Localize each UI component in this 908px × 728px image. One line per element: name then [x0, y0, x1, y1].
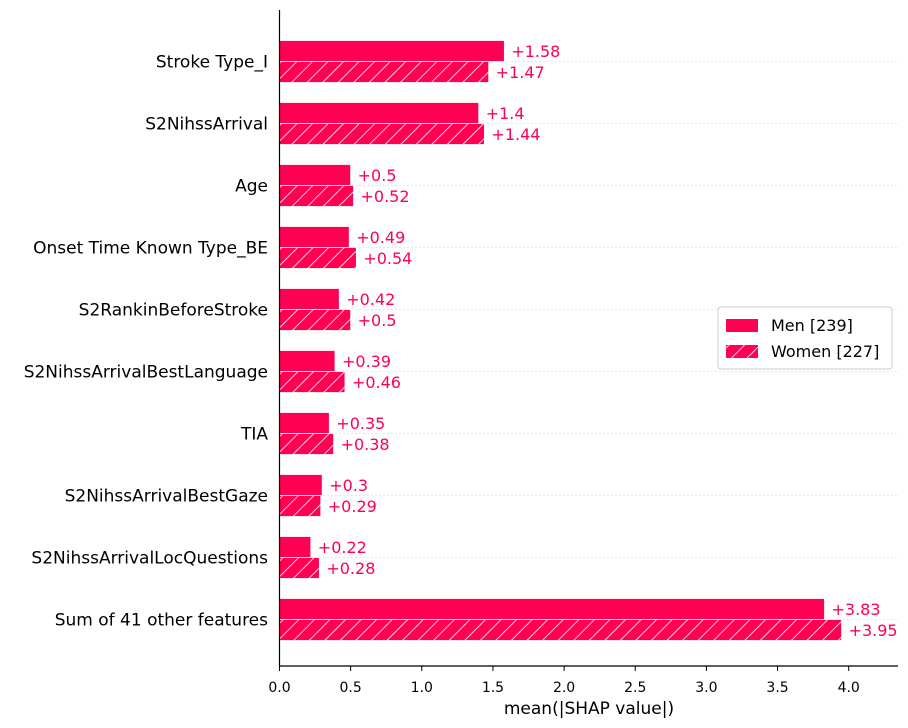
x-tick-label: 4.0 [838, 680, 860, 696]
bar-women [279, 495, 322, 517]
legend-label: Women [227] [771, 342, 879, 361]
y-tick-label: S2NihssArrivalBestGaze [65, 487, 268, 507]
x-axis: 0.0 0.5 1.0 1.5 2.0 2.5 3.0 3.5 4.0 [268, 10, 898, 696]
value-label: +0.54 [363, 249, 412, 268]
value-label: +0.35 [336, 414, 385, 433]
bar-women [279, 371, 346, 393]
value-label: +0.5 [358, 311, 397, 330]
bar-men [279, 102, 480, 124]
bar-men [279, 474, 323, 496]
value-label: +1.4 [486, 104, 525, 123]
x-tick-label: 1.0 [411, 680, 433, 696]
value-label: +3.95 [849, 621, 898, 640]
bar-men [279, 226, 350, 248]
value-label: +3.83 [832, 600, 881, 619]
legend-label: Men [239] [771, 316, 853, 335]
bar-women [279, 619, 842, 641]
value-label: +0.29 [328, 497, 377, 516]
bar-men [279, 40, 505, 62]
y-tick-label: Sum of 41 other features [55, 611, 268, 631]
x-tick-label: 3.5 [766, 680, 788, 696]
legend-frame [717, 306, 893, 370]
value-label: +0.42 [346, 290, 395, 309]
bar-men [279, 288, 340, 310]
bar-women [279, 185, 354, 207]
bar-men [279, 412, 330, 434]
value-label: +1.58 [511, 42, 560, 61]
value-label: +1.47 [496, 63, 545, 82]
value-label: +0.38 [341, 435, 390, 454]
y-tick-label: Onset Time Known Type_BE [33, 239, 268, 259]
y-tick-label: S2NihssArrivalLocQuestions [31, 549, 268, 569]
value-label: +1.44 [491, 125, 540, 144]
bar-women [279, 247, 357, 269]
bar-men [279, 350, 336, 372]
bar-women [279, 309, 352, 331]
y-tick-label: TIA [240, 425, 268, 445]
x-axis-label: mean(|SHAP value|) [504, 699, 674, 719]
x-tick-label: 3.0 [695, 680, 717, 696]
y-tick-label: Age [235, 177, 268, 197]
bar-women [279, 61, 490, 83]
y-tick-label: S2NihssArrival [145, 115, 268, 135]
value-label: +0.22 [318, 538, 367, 557]
bar-women [279, 123, 485, 145]
legend-swatch-men [726, 319, 758, 332]
value-label: +0.5 [358, 166, 397, 185]
y-tick-label: S2RankinBeforeStroke [79, 301, 268, 321]
legend-swatch-women [726, 345, 758, 358]
x-tick-label: 2.5 [624, 680, 646, 696]
bar-men [279, 164, 352, 186]
value-label: +0.49 [356, 228, 405, 247]
y-tick-label: S2NihssArrivalBestLanguage [24, 363, 268, 383]
bar-men [279, 598, 825, 620]
x-tick-label: 1.5 [482, 680, 504, 696]
bar-women [279, 433, 334, 455]
x-tick-label: 2.0 [553, 680, 575, 696]
y-axis-labels: Stroke Type_I S2NihssArrival Age Onset Time… [24, 53, 269, 631]
legend: Men [239] Women [227] [717, 306, 893, 370]
value-label: +0.3 [329, 476, 368, 495]
value-label: +0.52 [360, 187, 409, 206]
value-label: +0.46 [352, 373, 401, 392]
value-labels: +1.58 +1.47 +1.4 +1.44 +0.5 +0.52 +0.49 +0.54 +0… [318, 42, 898, 640]
x-tick-label: 0.5 [340, 680, 362, 696]
value-label: +0.28 [326, 559, 375, 578]
x-tick-label: 0.0 [268, 680, 290, 696]
bar-men [279, 536, 312, 558]
bar-women [279, 557, 320, 579]
y-tick-label: Stroke Type_I [156, 53, 268, 73]
value-label: +0.39 [342, 352, 391, 371]
